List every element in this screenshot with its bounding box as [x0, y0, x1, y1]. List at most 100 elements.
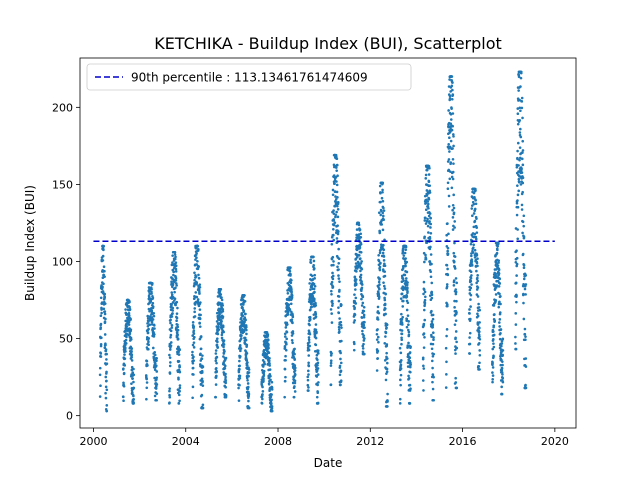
data-point	[199, 347, 203, 351]
data-point	[353, 275, 357, 279]
data-point	[425, 189, 429, 192]
data-point	[238, 344, 242, 347]
data-point	[521, 231, 524, 235]
data-point	[360, 260, 363, 263]
data-point	[105, 388, 109, 392]
data-point	[425, 168, 429, 172]
data-point	[307, 348, 311, 352]
data-point	[428, 212, 432, 215]
data-point	[516, 205, 520, 209]
data-point	[491, 347, 495, 351]
data-point	[475, 217, 478, 220]
data-point	[243, 320, 246, 324]
data-point	[519, 76, 523, 80]
data-point	[470, 264, 474, 267]
data-point	[426, 224, 430, 228]
data-point	[399, 383, 402, 387]
data-point	[428, 260, 432, 263]
legend-label: 90th percentile : 113.13461761474609	[131, 71, 368, 85]
data-point	[201, 354, 204, 357]
data-point	[454, 292, 458, 296]
data-point	[150, 320, 154, 324]
data-point	[267, 343, 270, 346]
data-point	[238, 383, 241, 387]
data-point	[385, 323, 389, 327]
data-point	[473, 256, 477, 259]
data-point	[519, 85, 522, 88]
data-point	[517, 180, 521, 184]
data-point	[339, 379, 343, 382]
data-point	[522, 266, 526, 270]
data-point	[315, 375, 319, 378]
data-point	[519, 183, 523, 186]
data-point	[424, 216, 427, 220]
data-point	[313, 277, 316, 280]
data-point	[386, 405, 389, 408]
data-point	[431, 380, 434, 384]
data-point	[378, 268, 382, 272]
data-point	[151, 346, 155, 350]
data-point	[268, 364, 271, 367]
data-point	[430, 335, 433, 338]
data-point	[450, 175, 454, 179]
data-point	[496, 248, 499, 252]
data-point	[377, 280, 381, 284]
data-point	[309, 302, 313, 306]
data-point	[307, 354, 311, 357]
data-point	[381, 214, 385, 218]
data-point	[238, 374, 242, 378]
data-point	[468, 352, 472, 355]
data-point	[454, 319, 458, 322]
data-point	[445, 263, 449, 267]
data-point	[151, 282, 154, 285]
data-point	[155, 398, 158, 402]
data-point	[330, 293, 333, 296]
data-point	[198, 322, 201, 325]
data-point	[285, 342, 288, 346]
data-point	[290, 334, 294, 337]
data-point	[354, 278, 358, 281]
data-point	[98, 373, 102, 377]
data-point	[261, 393, 264, 396]
data-point	[316, 383, 319, 387]
data-point	[406, 290, 409, 293]
data-point	[500, 367, 504, 370]
data-point	[385, 372, 388, 375]
data-point	[407, 330, 411, 334]
data-point	[105, 379, 108, 383]
data-point	[335, 183, 339, 187]
data-point	[329, 361, 333, 365]
data-point	[102, 248, 105, 252]
data-point	[132, 380, 135, 384]
data-point	[329, 308, 333, 311]
data-point	[498, 325, 501, 328]
data-point	[404, 248, 408, 251]
data-point	[290, 278, 293, 282]
data-point	[359, 242, 363, 246]
data-point	[426, 200, 430, 203]
data-point	[335, 166, 338, 169]
data-point	[428, 166, 431, 170]
data-point	[375, 332, 379, 336]
data-point	[170, 303, 173, 306]
data-point	[494, 272, 497, 276]
data-point	[450, 186, 454, 190]
data-point	[473, 232, 477, 236]
data-point	[147, 336, 151, 340]
data-point	[376, 305, 380, 309]
data-point	[406, 301, 410, 305]
data-point	[339, 351, 342, 355]
data-point	[431, 325, 435, 329]
data-point	[401, 305, 405, 308]
data-point	[381, 190, 384, 194]
data-point	[518, 156, 522, 160]
data-point	[153, 350, 157, 354]
data-point	[398, 346, 402, 350]
data-point	[499, 363, 503, 367]
data-point	[245, 343, 249, 347]
data-point	[518, 98, 521, 102]
data-point	[129, 318, 132, 321]
data-point	[170, 293, 174, 297]
data-point	[501, 376, 505, 380]
data-point	[353, 342, 356, 346]
